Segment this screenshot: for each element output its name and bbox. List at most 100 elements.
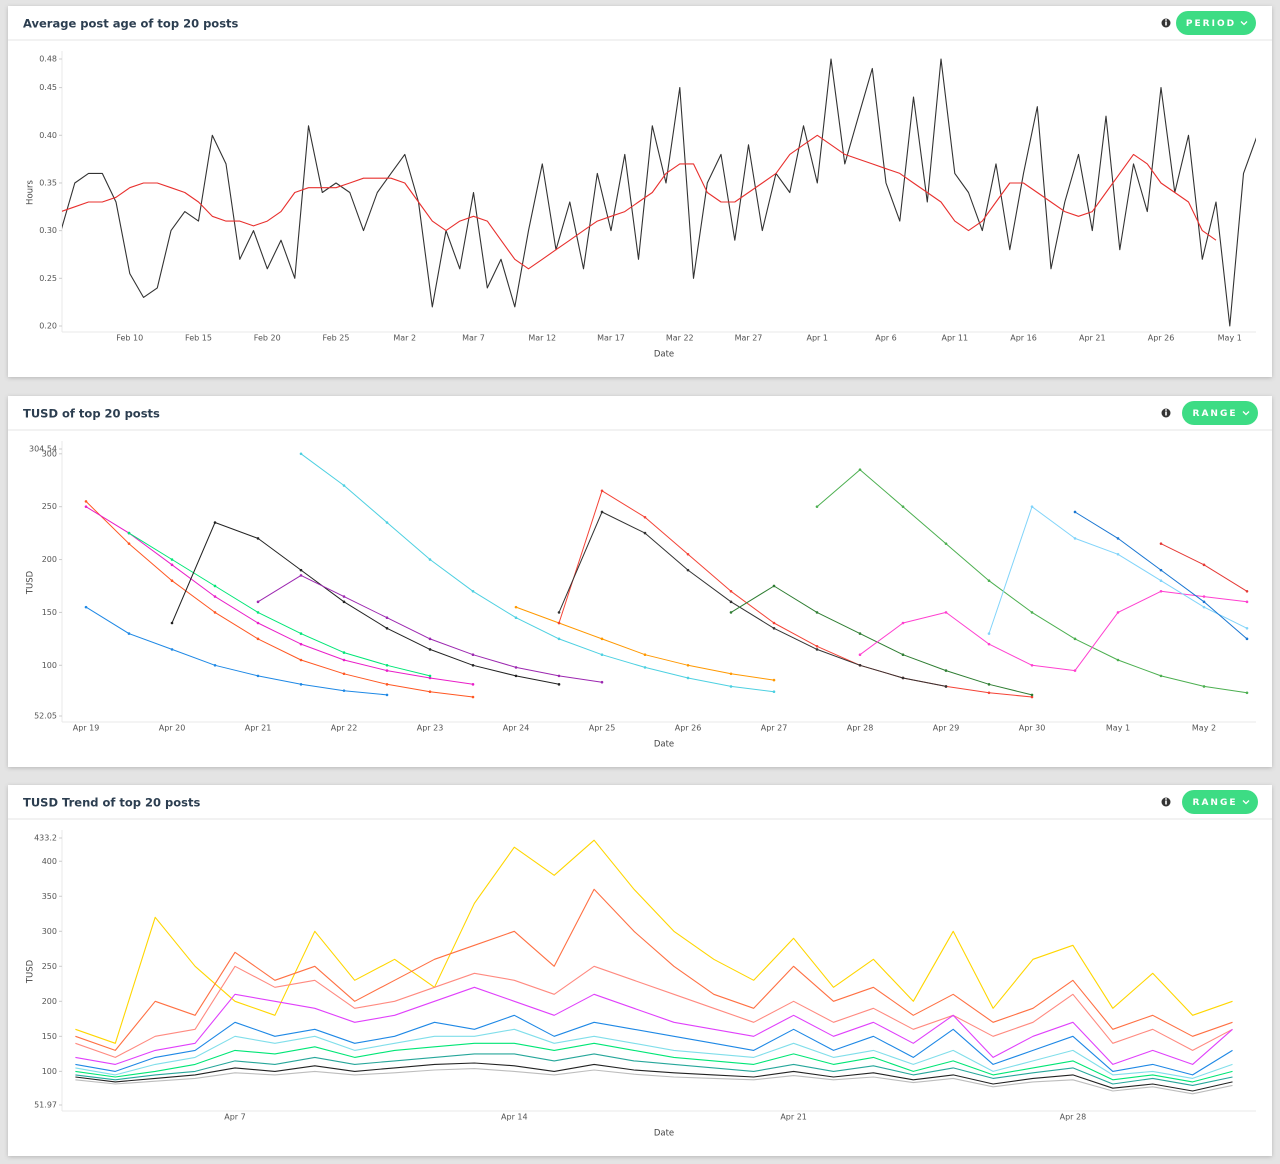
y-tick-label: 100 bbox=[42, 661, 57, 670]
y-axis-title: TUSD bbox=[26, 959, 36, 984]
x-tick-label: Apr 21 bbox=[1079, 334, 1106, 343]
point bbox=[772, 678, 776, 682]
series-line bbox=[75, 839, 1233, 1044]
x-tick-label: May 1 bbox=[1218, 334, 1242, 343]
y-tick-label: 0.45 bbox=[39, 83, 57, 92]
point bbox=[729, 672, 733, 676]
series-line bbox=[300, 453, 775, 693]
chart-title: TUSD of top 20 posts bbox=[23, 407, 160, 421]
point bbox=[213, 584, 217, 588]
x-axis-title: Date bbox=[654, 350, 674, 360]
plot bbox=[84, 452, 1249, 699]
point bbox=[342, 484, 346, 487]
point bbox=[858, 653, 862, 657]
point bbox=[170, 621, 174, 625]
series-line bbox=[75, 986, 1233, 1065]
y-tick-label: 150 bbox=[42, 1032, 57, 1041]
info-glyph bbox=[1165, 411, 1167, 416]
point bbox=[385, 663, 389, 667]
y-tick-label: 51.97 bbox=[34, 1101, 57, 1110]
point bbox=[428, 676, 432, 680]
point bbox=[1116, 537, 1120, 540]
point bbox=[1202, 600, 1206, 604]
series-line bbox=[558, 490, 1033, 698]
y-tick-label: 150 bbox=[42, 608, 57, 617]
info-dot bbox=[1165, 798, 1167, 800]
control-button[interactable]: PERIOD bbox=[1176, 11, 1256, 35]
point bbox=[385, 521, 389, 524]
point bbox=[901, 676, 905, 680]
point bbox=[1202, 563, 1206, 567]
point bbox=[299, 658, 303, 662]
point bbox=[772, 621, 776, 625]
point bbox=[987, 683, 991, 686]
x-tick-label: Apr 11 bbox=[941, 334, 968, 343]
x-tick-label: Mar 2 bbox=[393, 334, 416, 343]
x-tick-label: Apr 14 bbox=[501, 1113, 528, 1122]
x-tick-label: May 2 bbox=[1192, 724, 1216, 733]
control-button[interactable]: RANGE bbox=[1182, 401, 1258, 425]
point bbox=[1073, 510, 1077, 514]
x-tick-label: Apr 22 bbox=[331, 724, 358, 733]
point bbox=[1159, 579, 1163, 582]
series-line bbox=[85, 506, 474, 685]
y-tick-label: 400 bbox=[42, 857, 57, 866]
point bbox=[815, 505, 819, 508]
point bbox=[557, 683, 561, 686]
y-tick-label: 304.54 bbox=[29, 445, 57, 454]
y-tick-label: 0.20 bbox=[39, 322, 57, 331]
point bbox=[643, 666, 647, 669]
point bbox=[686, 568, 690, 572]
series-line bbox=[75, 1068, 1233, 1095]
point bbox=[1116, 552, 1120, 556]
button-label: PERIOD bbox=[1186, 19, 1236, 29]
point bbox=[729, 589, 733, 593]
chart-panel: Average post age of top 20 posts PERIOD 0.… bbox=[8, 6, 1272, 377]
button-bg bbox=[1182, 401, 1258, 425]
point bbox=[1030, 611, 1034, 614]
x-tick-label: Mar 17 bbox=[597, 334, 625, 343]
point bbox=[385, 669, 389, 672]
x-tick-label: Apr 26 bbox=[1148, 334, 1175, 343]
point bbox=[213, 521, 217, 524]
point bbox=[686, 676, 690, 680]
info-icon[interactable] bbox=[1161, 18, 1171, 28]
button-bg bbox=[1176, 11, 1256, 35]
button-label: RANGE bbox=[1193, 798, 1238, 808]
series-line bbox=[85, 501, 474, 698]
point bbox=[987, 642, 991, 646]
point bbox=[84, 500, 88, 503]
point bbox=[1159, 542, 1163, 545]
point bbox=[170, 648, 174, 651]
point bbox=[471, 653, 475, 657]
point bbox=[944, 685, 948, 688]
point bbox=[299, 574, 303, 577]
x-tick-label: Apr 21 bbox=[245, 724, 272, 733]
point bbox=[1202, 595, 1206, 598]
point bbox=[901, 505, 905, 508]
series-line bbox=[75, 1014, 1233, 1076]
x-tick-label: Apr 1 bbox=[807, 334, 828, 343]
x-tick-label: Mar 12 bbox=[528, 334, 556, 343]
point bbox=[471, 663, 475, 667]
point bbox=[256, 537, 260, 540]
info-icon[interactable] bbox=[1161, 408, 1171, 418]
point bbox=[1116, 658, 1120, 662]
info-icon[interactable] bbox=[1161, 797, 1171, 807]
control-button[interactable]: RANGE bbox=[1182, 790, 1258, 814]
y-tick-label: 52.05 bbox=[34, 712, 57, 721]
point bbox=[815, 648, 819, 651]
series-line bbox=[558, 511, 947, 687]
point bbox=[170, 563, 174, 567]
point bbox=[342, 658, 346, 662]
x-tick-label: Feb 20 bbox=[254, 334, 281, 343]
point bbox=[471, 683, 475, 686]
y-tick-label: 0.35 bbox=[39, 178, 57, 187]
point bbox=[256, 611, 260, 614]
point bbox=[1030, 693, 1034, 697]
x-tick-label: Apr 28 bbox=[847, 724, 874, 733]
point bbox=[385, 616, 389, 620]
point bbox=[557, 637, 561, 641]
y-tick-label: 0.40 bbox=[39, 131, 57, 140]
point bbox=[1202, 605, 1206, 609]
